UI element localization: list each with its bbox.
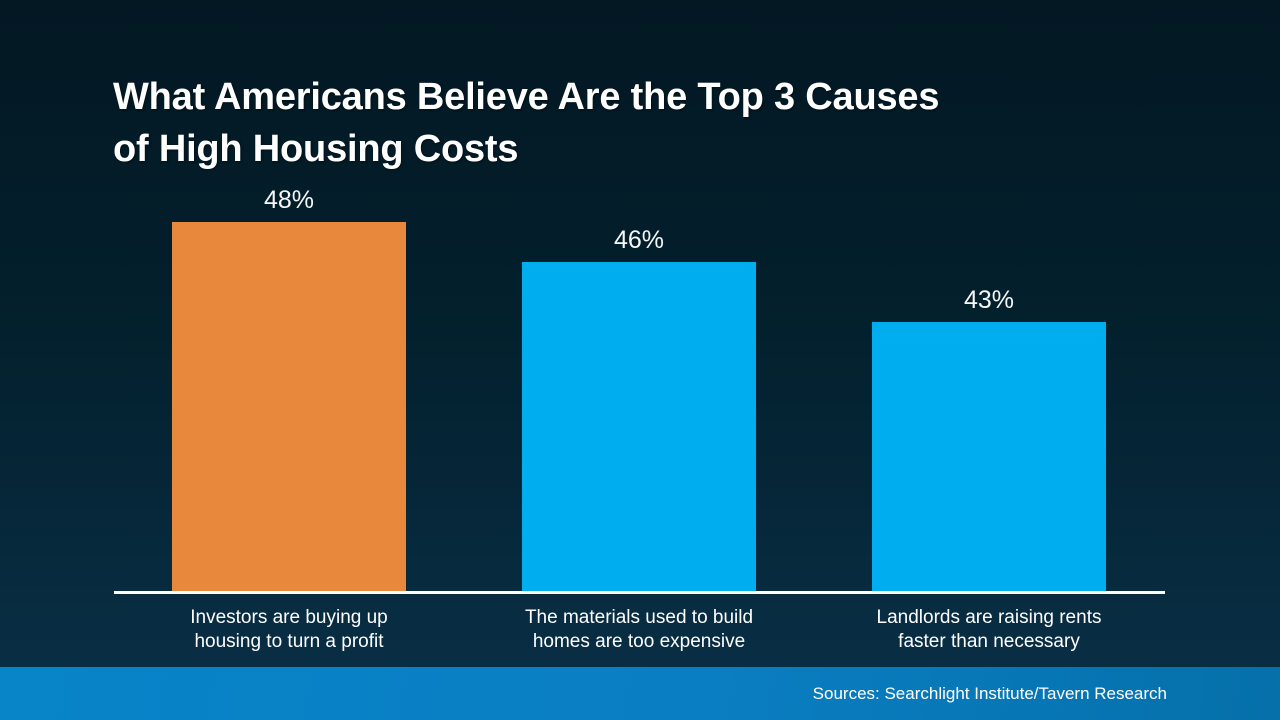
x-axis-baseline [114,591,1165,594]
data-label-materials: 46% [613,226,665,254]
bar-column-landlords: 43% [872,286,1106,592]
chart-title: What Americans Believe Are the Top 3 Cau… [113,71,939,175]
bar-column-materials: 46% [522,226,756,592]
chart-title-line-1: What Americans Believe Are the Top 3 Cau… [113,76,940,119]
category-label-materials: The materials used to build homes are to… [479,606,799,654]
footer-bar: Sources: Searchlight Institute/Tavern Re… [0,667,1280,720]
category-label-landlords-line-1: Landlords are raising rents [876,607,1102,628]
bar-column-investors: 48% [172,186,406,592]
category-label-investors: Investors are buying up housing to turn … [129,606,449,654]
category-label-landlords-line-2: faster than necessary [898,631,1080,652]
bar-landlords [872,322,1106,592]
source-attribution: Sources: Searchlight Institute/Tavern Re… [812,683,1167,703]
category-label-materials-line-2: homes are too expensive [532,631,746,652]
category-label-landlords: Landlords are raising rents faster than … [829,606,1149,654]
chart-title-line-2: of High Housing Costs [113,128,519,171]
category-label-investors-line-2: housing to turn a profit [194,631,384,652]
data-label-investors: 48% [263,186,315,214]
category-label-investors-line-1: Investors are buying up [190,607,388,628]
data-label-landlords: 43% [963,286,1015,314]
bar-materials [522,262,756,592]
category-label-materials-line-1: The materials used to build [524,607,754,628]
bar-investors [172,222,406,592]
